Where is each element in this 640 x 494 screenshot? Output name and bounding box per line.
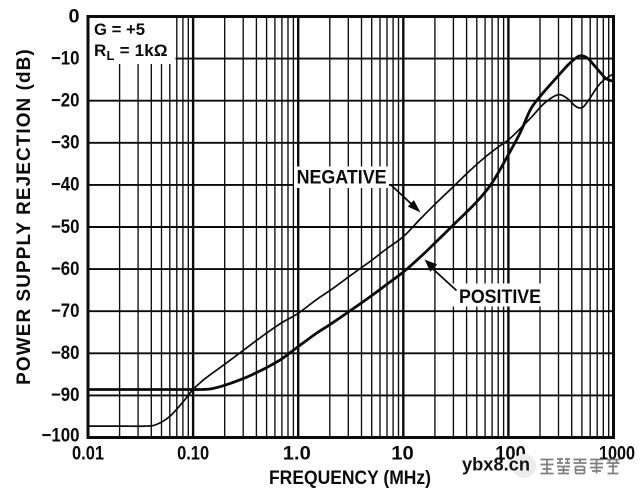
svg-text:−80: −80 (51, 343, 80, 364)
svg-text:POWER SUPPLY REJECTION (dB): POWER SUPPLY REJECTION (dB) (14, 48, 35, 385)
svg-text:−20: −20 (51, 91, 80, 112)
svg-text:NEGATIVE: NEGATIVE (297, 168, 387, 189)
svg-text:−40: −40 (51, 175, 80, 196)
svg-text:−50: −50 (51, 217, 80, 238)
svg-text:ybx8.cn: ybx8.cn (462, 455, 530, 475)
svg-text:1.0: 1.0 (283, 444, 311, 465)
svg-text:FREQUENCY (MHz): FREQUENCY (MHz) (269, 468, 431, 489)
svg-text:10: 10 (391, 444, 414, 465)
svg-text:G = +5: G = +5 (94, 21, 145, 39)
svg-text:−100: −100 (42, 426, 80, 447)
svg-text:0.10: 0.10 (177, 444, 209, 465)
svg-text:POSITIVE: POSITIVE (459, 287, 541, 308)
svg-text:−70: −70 (51, 301, 80, 322)
svg-text:−30: −30 (51, 133, 80, 154)
svg-text:−90: −90 (51, 385, 80, 406)
svg-text:−10: −10 (51, 48, 80, 69)
svg-text:−60: −60 (51, 259, 80, 280)
svg-text:RL = 1kΩ: RL = 1kΩ (94, 41, 168, 63)
svg-text:0.01: 0.01 (72, 444, 104, 465)
svg-text:0: 0 (69, 6, 80, 27)
